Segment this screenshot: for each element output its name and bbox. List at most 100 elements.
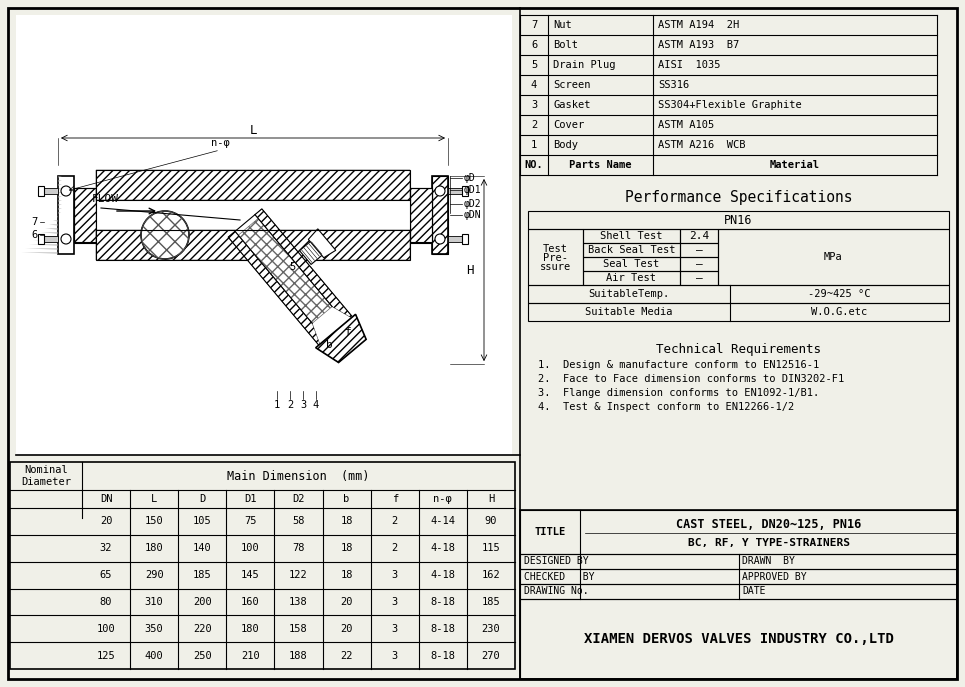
Bar bbox=[520, 510, 957, 679]
Text: AISI  1035: AISI 1035 bbox=[658, 60, 721, 70]
Text: 78: 78 bbox=[292, 543, 305, 553]
Circle shape bbox=[435, 234, 445, 244]
Bar bbox=[583, 257, 680, 271]
Text: 2.4: 2.4 bbox=[689, 231, 709, 241]
Bar bbox=[520, 584, 957, 599]
Text: 188: 188 bbox=[290, 651, 308, 661]
Bar bbox=[583, 271, 680, 285]
Text: 4: 4 bbox=[313, 400, 319, 410]
Text: 2.  Face to Face dimension conforms to DIN3202-F1: 2. Face to Face dimension conforms to DI… bbox=[538, 374, 844, 384]
Text: DESIGNED BY: DESIGNED BY bbox=[524, 556, 589, 567]
Bar bbox=[10, 462, 515, 669]
Text: —: — bbox=[696, 273, 703, 283]
Bar bbox=[520, 554, 957, 569]
Text: Pre-: Pre- bbox=[543, 253, 568, 263]
Text: 4-14: 4-14 bbox=[430, 517, 455, 526]
Text: DN: DN bbox=[99, 494, 112, 504]
Bar bbox=[410, 188, 432, 243]
Text: Back Seal Test: Back Seal Test bbox=[588, 245, 675, 255]
Bar bbox=[520, 599, 957, 679]
Text: NO.: NO. bbox=[525, 160, 543, 170]
Text: Technical Requirements: Technical Requirements bbox=[656, 343, 821, 355]
Text: BC, RF, Y TYPE-STRAINERS: BC, RF, Y TYPE-STRAINERS bbox=[687, 538, 849, 548]
Text: 6: 6 bbox=[531, 40, 538, 50]
Text: 4-18: 4-18 bbox=[430, 570, 455, 580]
Text: SuitableTemp.: SuitableTemp. bbox=[589, 289, 670, 299]
Text: 230: 230 bbox=[482, 624, 500, 633]
Text: Drain Plug: Drain Plug bbox=[553, 60, 616, 70]
Text: APPROVED BY: APPROVED BY bbox=[742, 572, 807, 581]
Text: Nut: Nut bbox=[553, 20, 571, 30]
Text: Bolt: Bolt bbox=[553, 40, 578, 50]
Text: 75: 75 bbox=[244, 517, 257, 526]
Text: 2: 2 bbox=[392, 543, 398, 553]
Text: 2: 2 bbox=[531, 120, 538, 130]
Text: 5: 5 bbox=[289, 262, 295, 271]
Bar bbox=[680, 271, 718, 285]
Text: Material: Material bbox=[770, 160, 820, 170]
Bar bbox=[448, 188, 462, 194]
Text: 20: 20 bbox=[341, 624, 353, 633]
Polygon shape bbox=[33, 240, 58, 242]
Text: Shell Test: Shell Test bbox=[600, 231, 663, 241]
Text: 115: 115 bbox=[482, 543, 500, 553]
Circle shape bbox=[435, 186, 445, 196]
Text: 3: 3 bbox=[531, 100, 538, 110]
Polygon shape bbox=[58, 180, 62, 182]
Bar bbox=[44, 188, 58, 194]
Text: 7: 7 bbox=[531, 20, 538, 30]
Text: 210: 210 bbox=[241, 651, 260, 661]
Text: 220: 220 bbox=[193, 624, 211, 633]
Text: ssure: ssure bbox=[539, 262, 571, 272]
Text: 6: 6 bbox=[31, 230, 37, 240]
Text: ASTM A105: ASTM A105 bbox=[658, 120, 714, 130]
Text: H: H bbox=[488, 494, 494, 504]
Bar bbox=[74, 188, 96, 243]
Text: DATE: DATE bbox=[742, 587, 766, 596]
Bar bbox=[462, 234, 468, 244]
Polygon shape bbox=[45, 228, 58, 230]
Bar bbox=[448, 236, 462, 242]
Text: Seal Test: Seal Test bbox=[603, 259, 660, 269]
Text: 80: 80 bbox=[99, 597, 112, 607]
Text: D: D bbox=[199, 494, 206, 504]
Text: Suitable Media: Suitable Media bbox=[586, 307, 673, 317]
Text: n-φ: n-φ bbox=[210, 138, 230, 148]
Text: φD2: φD2 bbox=[464, 199, 482, 209]
Text: 122: 122 bbox=[290, 570, 308, 580]
Text: Body: Body bbox=[553, 140, 578, 150]
Text: 3: 3 bbox=[392, 624, 398, 633]
Text: 4.  Test & Inspect conform to EN12266-1/2: 4. Test & Inspect conform to EN12266-1/2 bbox=[538, 402, 794, 412]
Text: 185: 185 bbox=[193, 570, 211, 580]
Text: 140: 140 bbox=[193, 543, 211, 553]
Text: f: f bbox=[345, 327, 352, 337]
Bar bbox=[528, 303, 949, 321]
Text: 3: 3 bbox=[392, 570, 398, 580]
Bar bbox=[16, 15, 512, 455]
Text: SS304+Flexible Graphite: SS304+Flexible Graphite bbox=[658, 100, 802, 110]
Text: 3: 3 bbox=[300, 400, 306, 410]
Text: 20: 20 bbox=[99, 517, 112, 526]
Circle shape bbox=[141, 211, 189, 259]
Text: φD1: φD1 bbox=[464, 185, 482, 195]
Polygon shape bbox=[316, 314, 366, 363]
Text: Main Dimension  (mm): Main Dimension (mm) bbox=[227, 469, 370, 482]
Text: Cover: Cover bbox=[553, 120, 584, 130]
Text: 162: 162 bbox=[482, 570, 500, 580]
Text: ASTM A216  WCB: ASTM A216 WCB bbox=[658, 140, 746, 150]
Bar bbox=[58, 176, 74, 254]
Text: FLOW: FLOW bbox=[92, 194, 119, 204]
Text: D2: D2 bbox=[292, 494, 305, 504]
Text: 65: 65 bbox=[99, 570, 112, 580]
Text: 7: 7 bbox=[31, 217, 37, 227]
Text: D1: D1 bbox=[244, 494, 257, 504]
Polygon shape bbox=[58, 200, 62, 202]
Text: 3: 3 bbox=[392, 597, 398, 607]
Text: 3: 3 bbox=[392, 651, 398, 661]
Text: -29~425 °C: -29~425 °C bbox=[809, 289, 870, 299]
Polygon shape bbox=[21, 252, 58, 254]
Bar bbox=[528, 229, 583, 285]
Text: 32: 32 bbox=[99, 543, 112, 553]
Text: 1: 1 bbox=[274, 400, 280, 410]
Text: 4: 4 bbox=[531, 80, 538, 90]
